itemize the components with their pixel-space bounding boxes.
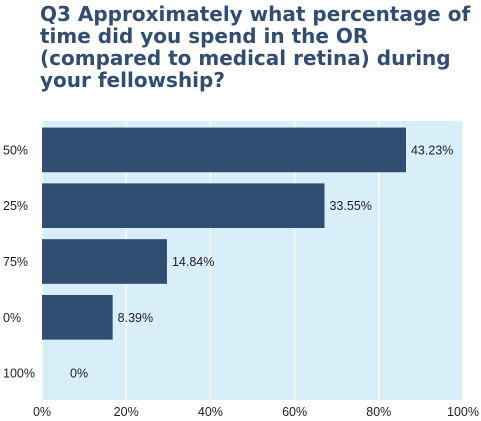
- x-tick-label: 20%: [114, 405, 139, 419]
- x-tick-label: 100%: [447, 405, 479, 419]
- bar: [42, 183, 325, 229]
- x-tick-label: 80%: [366, 405, 391, 419]
- x-tick-label: 40%: [198, 405, 223, 419]
- value-label: 43.23%: [411, 143, 453, 157]
- category-label: 100%: [3, 367, 35, 381]
- category-label: 75%: [3, 255, 28, 269]
- x-tick-label: 60%: [282, 405, 307, 419]
- category-label: 25%: [3, 199, 28, 213]
- bar: [42, 294, 113, 340]
- category-label: 0%: [3, 311, 21, 325]
- value-label: 14.84%: [172, 255, 214, 269]
- bar: [42, 127, 406, 173]
- labels: 0% 20% 40% 60% 80% 100% 50% 43.23% 25% 33.55% 75% 1…: [3, 143, 479, 419]
- value-label: 8.39%: [118, 311, 153, 325]
- x-tick-label: 0%: [33, 405, 51, 419]
- category-label: 50%: [3, 143, 28, 157]
- value-label: 33.55%: [329, 199, 371, 213]
- bars: [42, 127, 406, 340]
- value-label: 0%: [70, 367, 88, 381]
- bar: [42, 239, 167, 284]
- chart-title: Q3 Approximately what percentage of time…: [40, 2, 471, 92]
